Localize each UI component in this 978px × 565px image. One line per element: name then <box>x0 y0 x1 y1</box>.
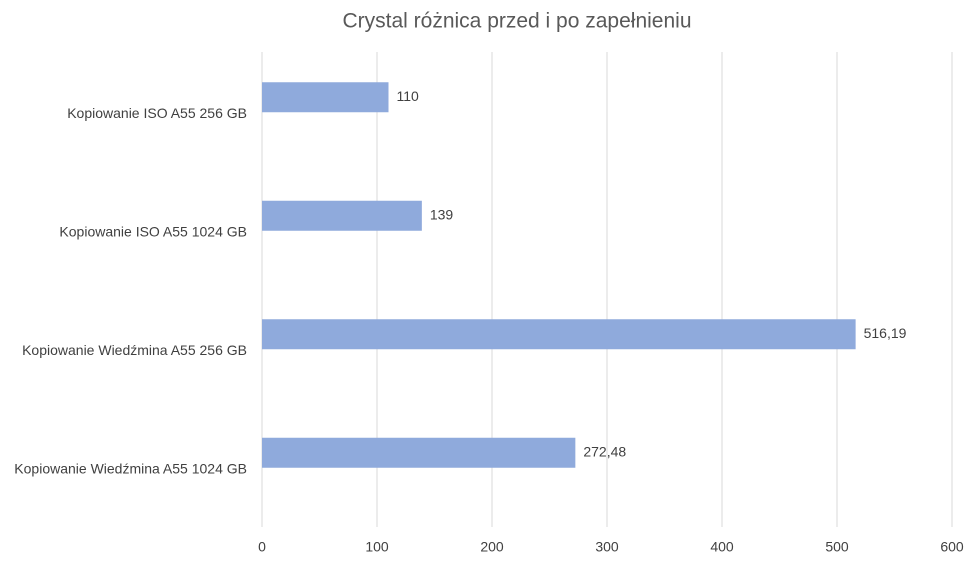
bar <box>262 82 389 113</box>
data-label: 110 <box>397 88 420 104</box>
x-tick-label: 600 <box>940 539 964 555</box>
x-tick-label: 0 <box>258 539 266 555</box>
chart-title: Crystal różnica przed i po zapełnieniu <box>342 10 691 33</box>
data-label: 516,19 <box>864 325 907 341</box>
x-tick-label: 400 <box>710 539 734 555</box>
y-tick-label: Kopiowanie Wiedźmina A55 256 GB <box>22 342 247 358</box>
bar <box>262 437 576 468</box>
y-tick-label: Kopiowanie Wiedźmina A55 1024 GB <box>14 460 247 476</box>
y-tick-label: Kopiowanie ISO A55 1024 GB <box>59 223 247 239</box>
bar <box>262 319 856 350</box>
x-tick-label: 200 <box>480 539 504 555</box>
bar <box>262 200 422 231</box>
x-tick-label: 300 <box>595 539 619 555</box>
data-label: 139 <box>430 206 454 222</box>
data-label: 272,48 <box>583 443 626 459</box>
x-tick-label: 500 <box>825 539 849 555</box>
y-tick-label: Kopiowanie ISO A55 256 GB <box>67 105 247 121</box>
x-tick-label: 100 <box>365 539 389 555</box>
